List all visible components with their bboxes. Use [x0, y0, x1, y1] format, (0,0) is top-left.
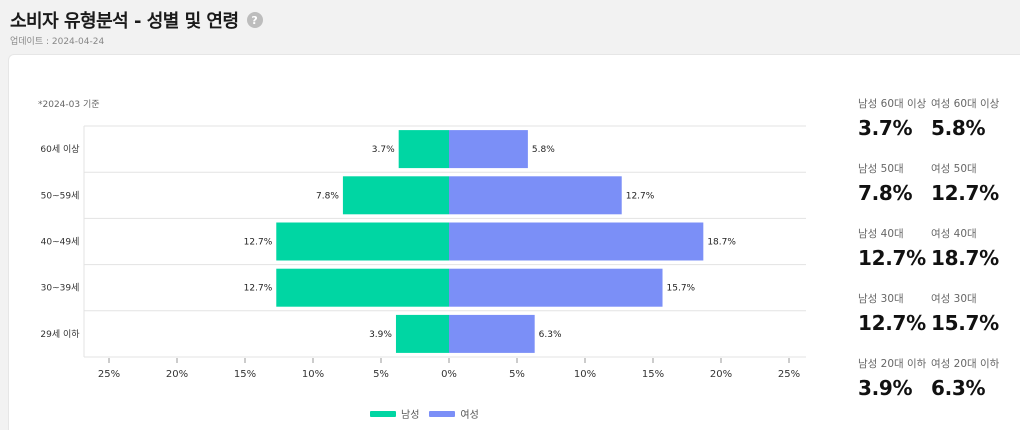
stat-male: 남성 30대 12.7% [858, 291, 931, 356]
basis-note: *2024-03 기준 [38, 100, 100, 110]
bar-label-female: 12.7% [626, 191, 655, 201]
legend-item-male[interactable]: 남성 [370, 406, 419, 421]
x-tick-label: 10% [302, 369, 324, 380]
bar-male [342, 176, 449, 215]
stat-label: 남성 40대 [858, 228, 904, 240]
y-category-label: 50~59세 [41, 190, 80, 201]
x-tick-label: 25% [778, 369, 800, 380]
bar-female [449, 222, 704, 261]
bar-label-male: 12.7% [244, 238, 273, 248]
bar-label-male: 3.7% [372, 145, 395, 155]
stat-row: 남성 60대 이상 3.7% 여성 60대 이상 5.8% [858, 96, 1018, 161]
x-tick-label: 10% [574, 369, 596, 380]
stat-value: 6.3% [931, 376, 986, 400]
stat-value: 18.7% [931, 246, 999, 270]
stat-label: 여성 60대 이상 [931, 98, 1000, 110]
bar-male [398, 130, 449, 169]
page-title: 소비자 유형분석 - 성별 및 연령 [10, 11, 239, 32]
legend-swatch-female [429, 410, 456, 417]
legend-label-male: 남성 [401, 410, 420, 421]
stat-row: 남성 30대 12.7% 여성 30대 15.7% [858, 291, 1018, 356]
legend-swatch-male [370, 410, 396, 417]
x-tick-label: 5% [509, 369, 525, 380]
legend: 남성 여성 [370, 406, 479, 421]
stat-label: 여성 50대 [931, 163, 977, 175]
stat-female: 여성 60대 이상 5.8% [931, 96, 1004, 161]
x-tick-label: 5% [373, 369, 389, 380]
y-category-label: 29세 이하 [40, 329, 80, 340]
bar-label-male: 7.8% [316, 191, 339, 201]
update-date: 업데이트 : 2024-04-24 [10, 37, 105, 47]
x-tick-label: 0% [441, 369, 457, 380]
bar-label-female: 6.3% [539, 330, 562, 340]
stat-label: 여성 20대 이하 [931, 358, 1000, 370]
stat-value: 5.8% [931, 116, 986, 140]
stats-panel: 남성 60대 이상 3.7% 여성 60대 이상 5.8% 남성 50대 7.8… [858, 96, 1018, 421]
stat-label: 여성 40대 [931, 228, 977, 240]
stat-male: 남성 40대 12.7% [858, 226, 931, 291]
stat-row: 남성 40대 12.7% 여성 40대 18.7% [858, 226, 1018, 291]
stat-female: 여성 20대 이하 6.3% [931, 356, 1004, 421]
stat-female: 여성 30대 15.7% [931, 291, 1004, 356]
bar-female [449, 314, 535, 353]
stat-value: 3.9% [858, 376, 913, 400]
stat-male: 남성 50대 7.8% [858, 161, 931, 226]
stat-value: 12.7% [858, 311, 926, 335]
bar-label-female: 15.7% [667, 284, 696, 294]
bar-label-male: 12.7% [244, 284, 273, 294]
x-tick-label: 15% [234, 369, 256, 380]
stat-male: 남성 60대 이상 3.7% [858, 96, 931, 161]
x-tick-label: 25% [98, 369, 120, 380]
legend-label-female: 여성 [460, 410, 479, 421]
header: 소비자 유형분석 - 성별 및 연령 ? [10, 7, 263, 33]
stat-row: 남성 50대 7.8% 여성 50대 12.7% [858, 161, 1018, 226]
stat-label: 남성 30대 [858, 293, 904, 305]
bar-female [449, 268, 663, 307]
x-tick-label: 20% [710, 369, 732, 380]
x-tick-label: 15% [642, 369, 664, 380]
bar-label-female: 5.8% [532, 145, 555, 155]
stat-value: 3.7% [858, 116, 913, 140]
stat-female: 여성 50대 12.7% [931, 161, 1004, 226]
stat-value: 15.7% [931, 311, 999, 335]
stat-label: 남성 20대 이하 [858, 358, 927, 370]
bar-female [449, 130, 528, 169]
bar-label-male: 3.9% [369, 330, 392, 340]
stat-label: 남성 50대 [858, 163, 904, 175]
x-tick-label: 20% [166, 369, 188, 380]
bar-male [276, 268, 449, 307]
bar-male [395, 314, 449, 353]
y-category-label: 40~49세 [41, 237, 80, 248]
legend-item-female[interactable]: 여성 [429, 406, 479, 421]
stat-female: 여성 40대 18.7% [931, 226, 1004, 291]
bar-female [449, 176, 622, 215]
stat-value: 12.7% [931, 181, 999, 205]
bar-male [276, 222, 449, 261]
stat-male: 남성 20대 이하 3.9% [858, 356, 931, 421]
stat-value: 12.7% [858, 246, 926, 270]
stat-row: 남성 20대 이하 3.9% 여성 20대 이하 6.3% [858, 356, 1018, 421]
y-category-label: 60세 이상 [40, 144, 79, 155]
help-icon[interactable]: ? [246, 12, 263, 28]
stat-label: 남성 60대 이상 [858, 98, 927, 110]
bar-label-female: 18.7% [707, 238, 736, 248]
stat-value: 7.8% [858, 181, 913, 205]
y-category-label: 30~39세 [41, 283, 80, 294]
stat-label: 여성 30대 [931, 293, 977, 305]
